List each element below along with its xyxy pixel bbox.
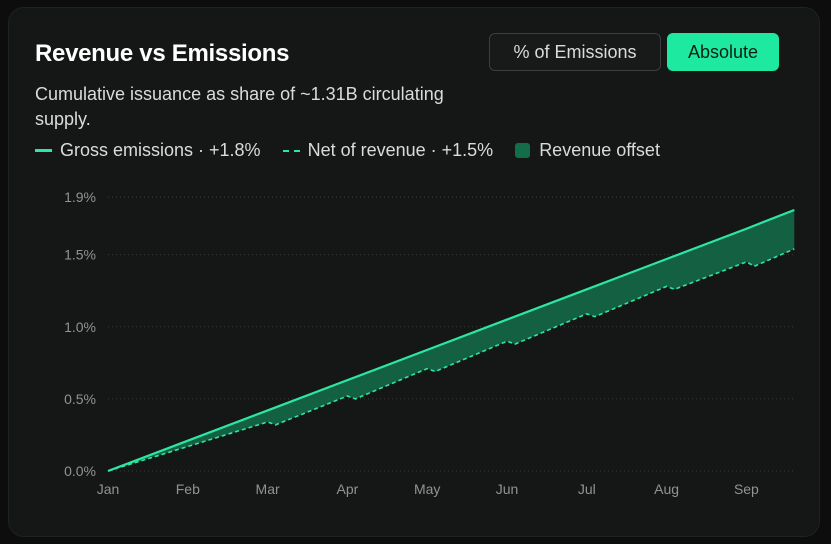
x-tick-label: Sep <box>734 481 759 497</box>
chart-legend: Gross emissions · +1.8% Net of revenue ·… <box>35 140 682 161</box>
legend-offset-label: Revenue offset <box>539 140 660 160</box>
dashed-line-swatch-icon <box>282 149 300 152</box>
grid-lines <box>108 196 796 472</box>
y-tick-label: 1.5% <box>64 247 96 263</box>
x-tick-label: Jun <box>496 481 519 497</box>
y-tick-label: 0.5% <box>64 391 96 407</box>
y-tick-label: 1.9% <box>64 189 96 205</box>
x-tick-label: Jan <box>97 481 120 497</box>
legend-item-offset: Revenue offset <box>515 140 660 161</box>
x-tick-label: Aug <box>654 481 679 497</box>
y-tick-label: 1.0% <box>64 319 96 335</box>
legend-gross-label: Gross emissions · +1.8% <box>60 140 261 160</box>
card-subtitle: Cumulative issuance as share of ~1.31B c… <box>35 84 444 129</box>
percent-of-emissions-toggle[interactable]: % of Emissions <box>489 33 661 71</box>
card-title: Revenue vs Emissions <box>35 40 290 67</box>
legend-net-label: Net of revenue · +1.5% <box>307 140 494 160</box>
gross-emissions-line <box>107 208 795 473</box>
area-swatch-icon <box>515 143 531 158</box>
solid-line-swatch-icon <box>35 149 52 152</box>
x-tick-label: Feb <box>176 481 200 497</box>
legend-item-net: Net of revenue · +1.5% <box>282 140 494 161</box>
x-tick-label: Jul <box>578 481 596 497</box>
net-of-revenue-line <box>107 248 795 472</box>
legend-item-gross: Gross emissions · +1.8% <box>35 140 261 161</box>
chart-series <box>107 208 795 473</box>
x-tick-label: May <box>414 481 440 497</box>
y-tick-label: 0.0% <box>64 463 96 479</box>
absolute-toggle[interactable]: Absolute <box>667 33 779 71</box>
x-tick-label: Mar <box>256 481 280 497</box>
y-axis-tick-labels: 0.0% 0.5% 1.0% 1.5% 1.9% <box>64 189 96 479</box>
x-axis-tick-labels: Jan Feb Mar Apr May Jun Jul Aug Sep <box>97 481 759 497</box>
x-tick-label: Apr <box>337 481 359 497</box>
